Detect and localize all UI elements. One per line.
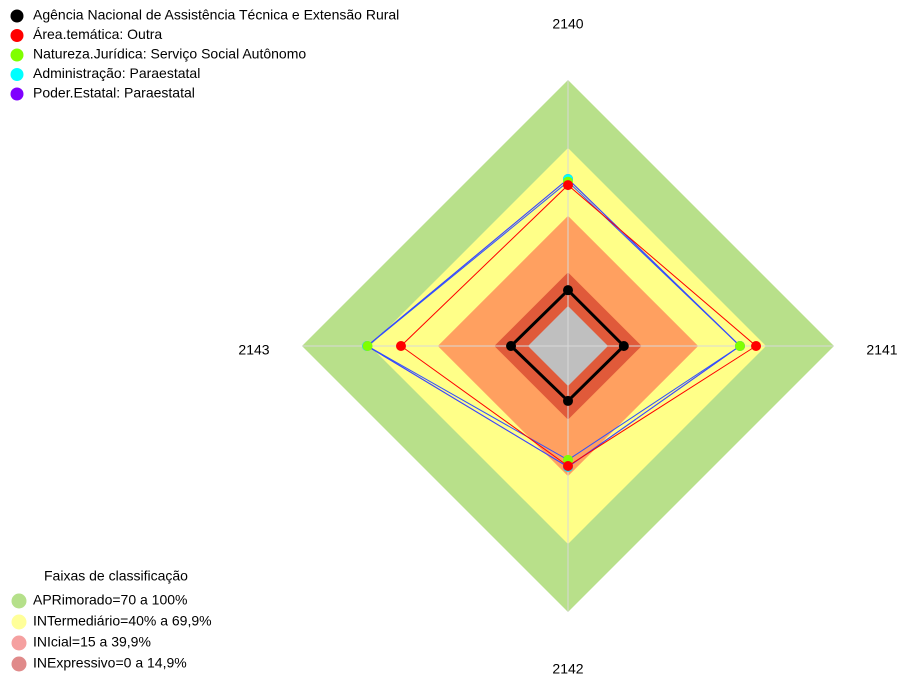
series-point <box>362 341 373 351</box>
series-point <box>734 341 745 351</box>
axis-label: 2142 <box>552 661 583 677</box>
axis-label: 2140 <box>552 16 583 32</box>
series-point <box>751 341 762 351</box>
series-point <box>506 341 517 351</box>
legend-label: Área.temática: Outra <box>33 26 162 42</box>
bands-legend-title: Faixas de classificação <box>44 568 188 584</box>
legend-label: Poder.Estatal: Paraestatal <box>33 85 195 101</box>
legend-label: Natureza.Jurídica: Serviço Social Autôno… <box>33 46 306 62</box>
band-legend-label: INTermediário=40% a 69,9% <box>33 613 212 629</box>
series-point <box>563 395 573 406</box>
legend-marker <box>10 68 24 81</box>
legend-marker <box>10 48 24 62</box>
legend-label: Agência Nacional de Assistência Técnica … <box>33 7 399 23</box>
band-legend-marker <box>11 635 27 651</box>
legend-label: Administração: Paraestatal <box>33 65 200 81</box>
band-legend-label: INIcial=15 a 39,9% <box>33 634 151 650</box>
band-legend-label: INExpressivo=0 a 14,9% <box>33 655 187 671</box>
band-legend-marker <box>11 593 27 609</box>
axis-label: 2143 <box>238 342 269 358</box>
legend-marker <box>10 9 24 23</box>
series-point <box>563 461 573 472</box>
band-legend-label: APRimorado=70 a 100% <box>33 592 188 608</box>
series-point <box>618 341 629 351</box>
series-point <box>395 341 406 351</box>
band-legend-marker <box>11 656 27 672</box>
axis-label: 2141 <box>866 342 897 358</box>
band-legend-marker <box>11 614 27 630</box>
series-point <box>563 285 573 296</box>
legend-marker <box>10 29 24 42</box>
legend-marker <box>10 87 24 101</box>
series-point <box>563 180 573 191</box>
